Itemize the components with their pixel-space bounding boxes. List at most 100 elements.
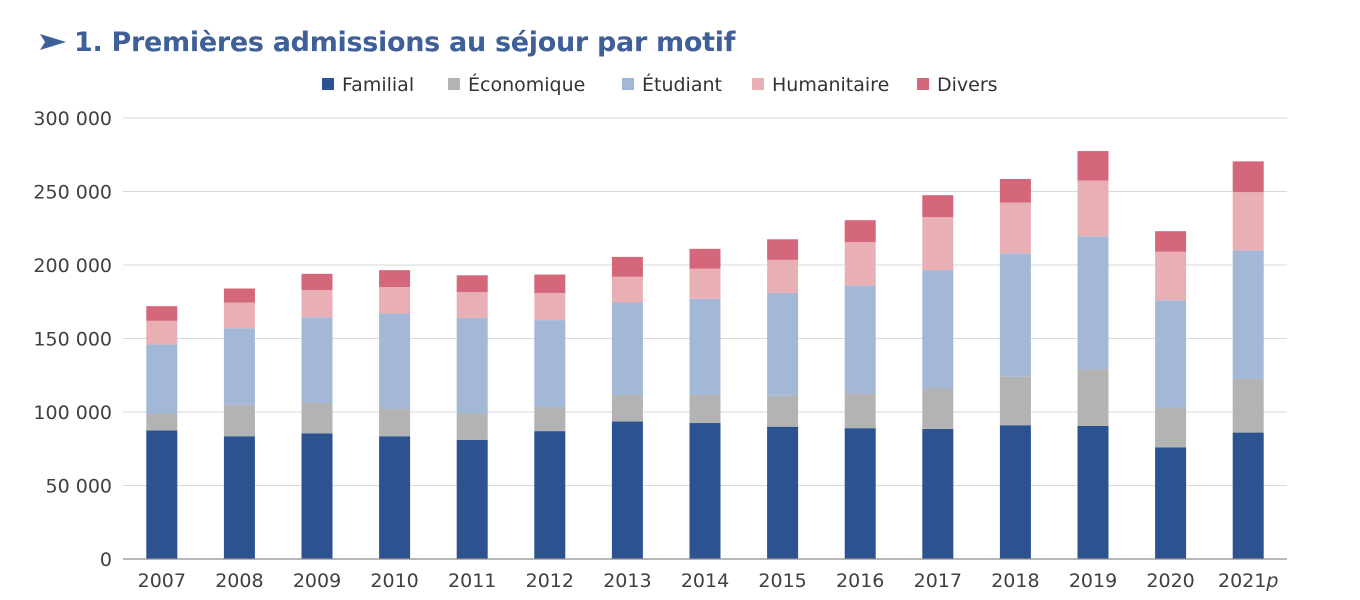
- legend-label-étudiant: Étudiant: [642, 73, 722, 96]
- bar-stack-2015: [767, 239, 799, 559]
- bar-segment-économique: [1232, 378, 1264, 433]
- bar-segment-familial: [1155, 447, 1187, 559]
- chart-title: 1. Premières admissions au séjour par mo…: [74, 26, 736, 58]
- bar-segment-divers: [1077, 151, 1109, 181]
- bar-stack-2019: [1077, 151, 1109, 559]
- x-tick-label: 2016: [836, 570, 884, 592]
- bar-segment-étudiant: [1232, 250, 1264, 379]
- bar-stack-2013: [611, 256, 643, 559]
- bar-segment-divers: [456, 275, 488, 293]
- bar-segment-humanitaire: [379, 287, 411, 314]
- bar-stack-2014: [689, 248, 721, 559]
- x-tick-label: 2014: [681, 570, 729, 592]
- bar-segment-étudiant: [767, 292, 799, 396]
- bar-segment-humanitaire: [1155, 251, 1187, 301]
- bar-stack-2011: [456, 275, 488, 559]
- y-tick-label: 100 000: [33, 402, 112, 424]
- bar-segment-divers: [301, 273, 333, 290]
- bar-segment-familial: [146, 430, 178, 559]
- bar-segment-divers: [146, 306, 178, 321]
- bar-segment-humanitaire: [456, 292, 488, 318]
- bar-segment-économique: [534, 406, 566, 432]
- bar-segment-divers: [1232, 161, 1264, 193]
- bar-segment-économique: [999, 376, 1031, 426]
- bar-segment-humanitaire: [767, 259, 799, 293]
- legend: Familial Économique Étudiant Humanitaire Div…: [322, 73, 998, 96]
- bar-segment-économique: [844, 393, 876, 429]
- bar-stack-2010: [379, 270, 411, 559]
- bar-segment-divers: [844, 220, 876, 243]
- bar-segment-économique: [1155, 407, 1187, 448]
- bar-segment-économique: [922, 388, 954, 429]
- y-tick-label: 150 000: [33, 329, 112, 351]
- bar-segment-étudiant: [1077, 236, 1109, 370]
- bar-segment-divers: [922, 195, 954, 218]
- bar-stack-2020: [1155, 231, 1187, 559]
- bar-segment-familial: [689, 423, 721, 559]
- bar-segment-économique: [611, 395, 643, 422]
- bar-segment-économique: [301, 403, 333, 434]
- bar-segment-économique: [456, 413, 488, 440]
- x-tick-label: 2018: [991, 570, 1039, 592]
- bar-segment-étudiant: [534, 320, 566, 407]
- x-tick-label: 2011: [448, 570, 496, 592]
- bars: [146, 151, 1264, 559]
- bar-segment-divers: [999, 179, 1031, 203]
- x-tick-label: 2020: [1146, 570, 1194, 592]
- bar-segment-étudiant: [1155, 300, 1187, 408]
- bar-segment-humanitaire: [922, 217, 954, 271]
- bar-stack-2021p: [1232, 161, 1264, 559]
- x-tick-label: 2012: [526, 570, 574, 592]
- bar-stack-2007: [146, 306, 178, 559]
- legend-swatch-humanitaire: [752, 78, 764, 90]
- bar-segment-économique: [1077, 369, 1109, 426]
- bar-segment-étudiant: [611, 302, 643, 396]
- bar-segment-étudiant: [999, 253, 1031, 377]
- bar-segment-étudiant: [301, 317, 333, 404]
- bar-segment-étudiant: [223, 328, 255, 405]
- bar-segment-familial: [223, 436, 255, 559]
- x-tick-label: 2019: [1069, 570, 1117, 592]
- chart-title-row: 1. Premières admissions au séjour par mo…: [38, 22, 735, 62]
- bar-segment-étudiant: [689, 298, 721, 396]
- bar-segment-divers: [223, 288, 255, 303]
- x-tick-label: 2007: [138, 570, 186, 592]
- bar-stack-2008: [223, 288, 255, 559]
- bar-segment-familial: [1077, 425, 1109, 559]
- legend-label-économique: Économique: [468, 73, 585, 96]
- bar-segment-familial: [456, 439, 488, 559]
- bar-segment-étudiant: [844, 285, 876, 394]
- bar-segment-familial: [534, 431, 566, 559]
- y-tick-label: 250 000: [33, 182, 112, 204]
- x-tick-label: 2008: [215, 570, 263, 592]
- bar-segment-humanitaire: [223, 302, 255, 329]
- legend-swatch-familial: [322, 78, 334, 90]
- x-tick-label: 2015: [758, 570, 806, 592]
- bar-segment-divers: [534, 274, 566, 293]
- x-axis: 2007 2008 2009 2010 2011 2012 2013 2014 2015 2016…: [138, 570, 1279, 592]
- bar-segment-humanitaire: [146, 320, 178, 345]
- bar-segment-étudiant: [146, 344, 178, 414]
- bar-segment-familial: [611, 421, 643, 559]
- triangle-arrow-icon: [40, 34, 66, 50]
- y-tick-label: 50 000: [46, 476, 112, 498]
- bar-segment-humanitaire: [611, 276, 643, 303]
- bar-segment-économique: [379, 409, 411, 437]
- bar-segment-familial: [922, 428, 954, 559]
- bar-stack-2017: [922, 195, 954, 559]
- legend-swatch-économique: [448, 78, 460, 90]
- bar-segment-divers: [611, 256, 643, 277]
- x-tick-label: 2010: [370, 570, 418, 592]
- x-tick-label: 2009: [293, 570, 341, 592]
- bar-segment-divers: [689, 248, 721, 269]
- bar-segment-étudiant: [379, 313, 411, 410]
- legend-label-divers: Divers: [937, 74, 998, 96]
- bar-segment-familial: [844, 428, 876, 559]
- bar-segment-familial: [379, 436, 411, 559]
- x-tick-label: 2017: [914, 570, 962, 592]
- legend-swatch-étudiant: [622, 78, 634, 90]
- legend-label-familial: Familial: [342, 74, 414, 96]
- bar-segment-étudiant: [922, 270, 954, 389]
- bar-segment-économique: [689, 395, 721, 424]
